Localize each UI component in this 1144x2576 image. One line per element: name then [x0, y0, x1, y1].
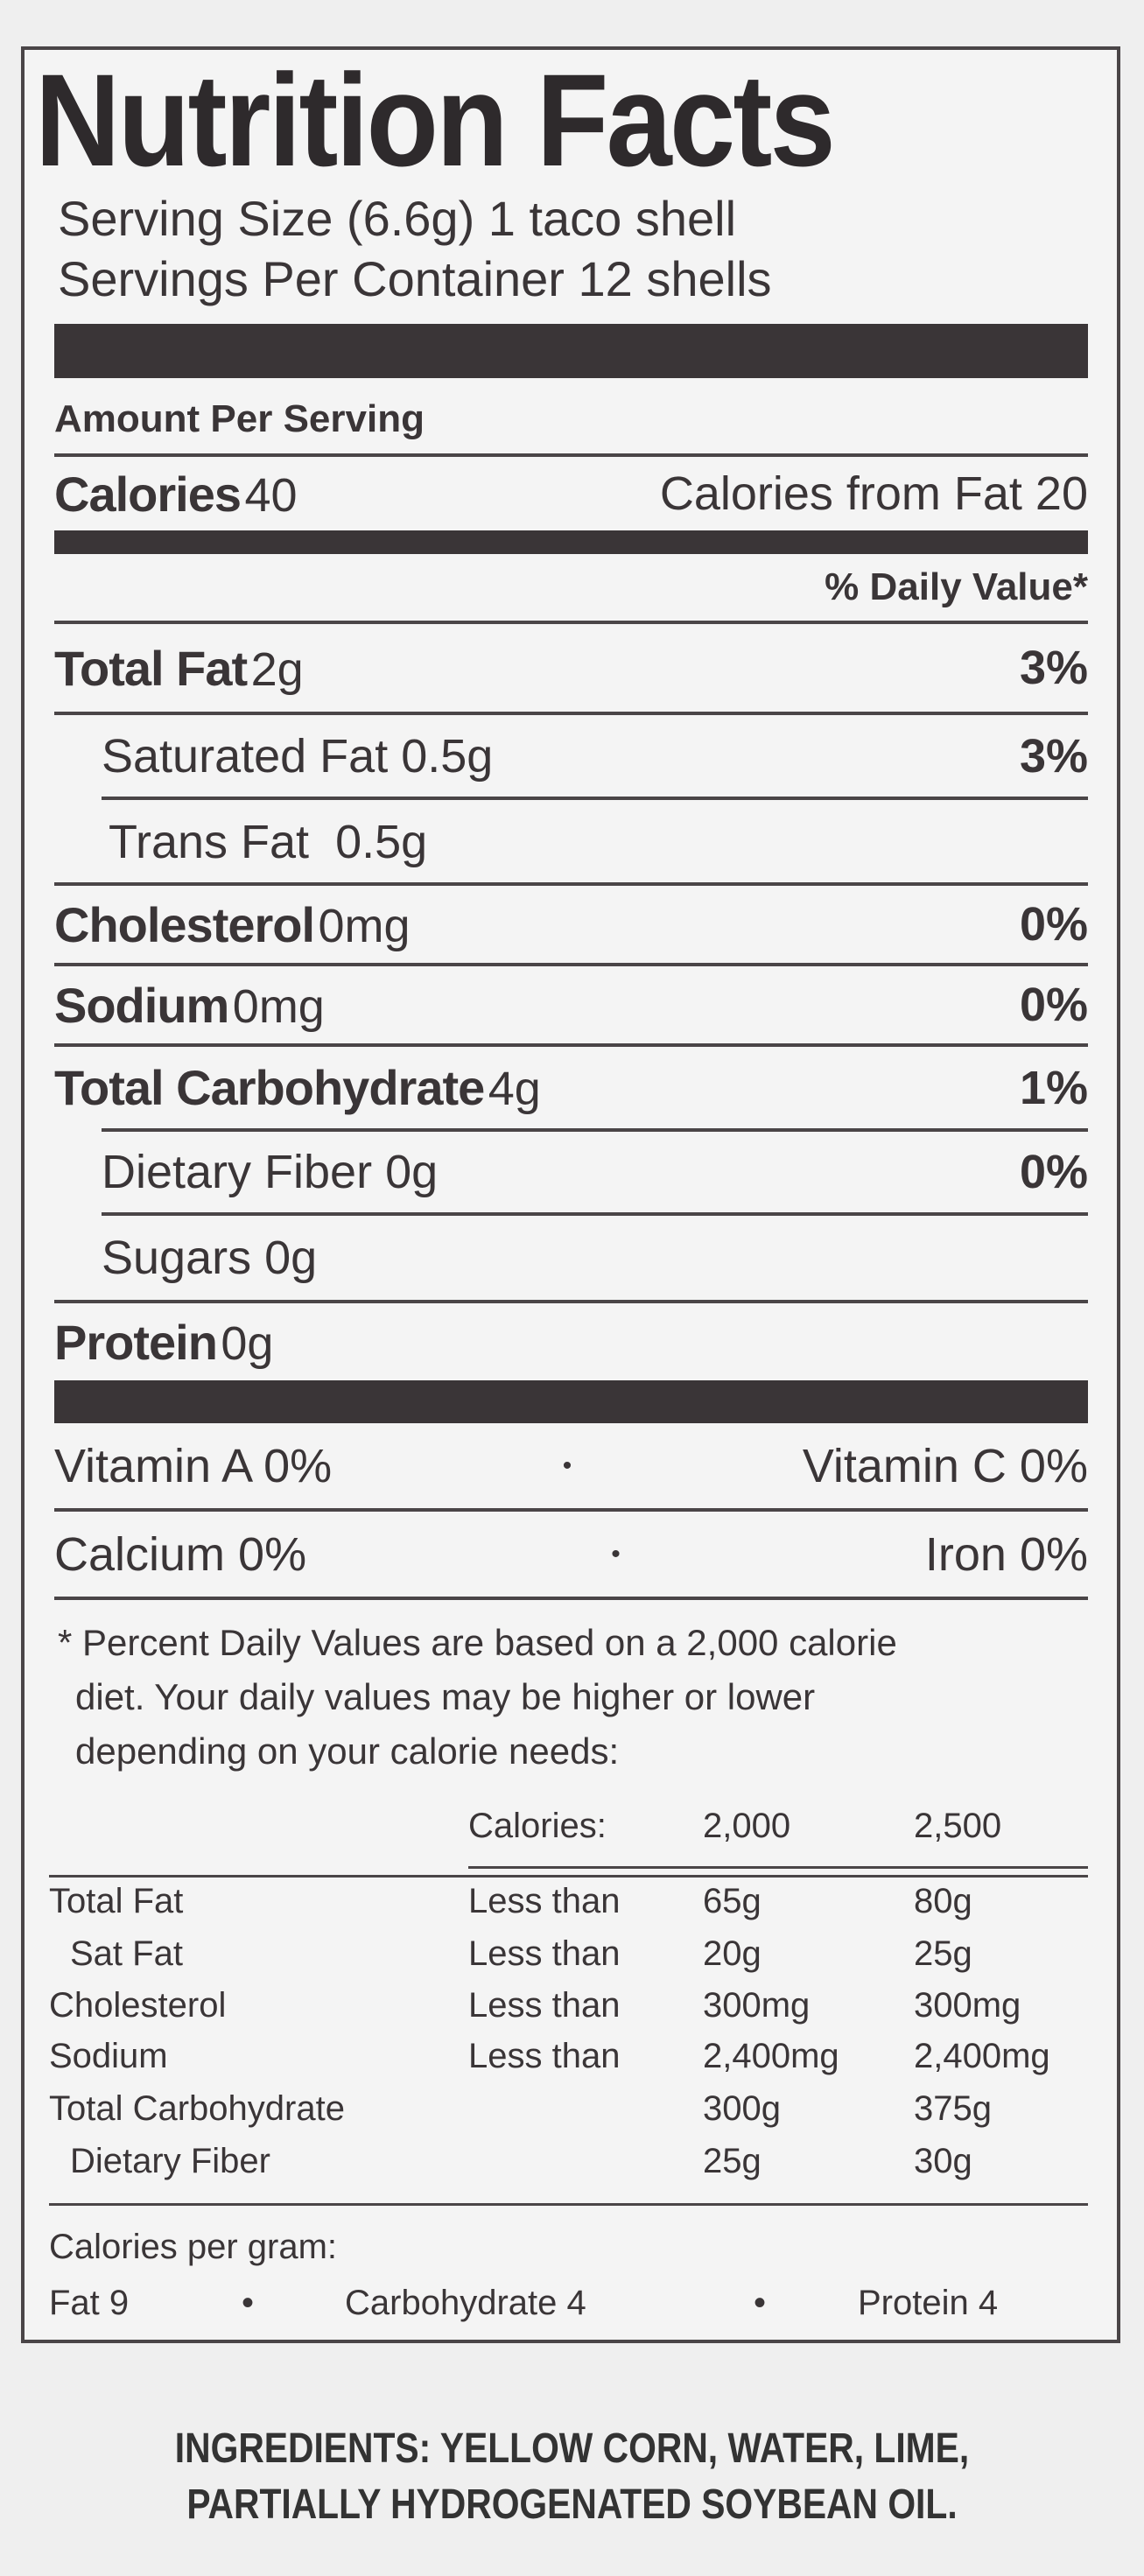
nutrient-name: Saturated Fat — [102, 729, 389, 783]
table-cell: Less than — [468, 1882, 621, 1920]
calories-per-gram-label: Calories per gram: — [49, 2228, 338, 2266]
vitamin-c: Vitamin C 0% — [802, 1439, 1088, 1492]
divider — [54, 1300, 1088, 1303]
table-cell: Cholesterol — [49, 1986, 227, 2025]
table-cell: 375g — [914, 2089, 992, 2128]
nutrient-row: Saturated Fat 0.5g 3% — [102, 715, 1088, 800]
nutrient-row: Cholesterol 0mg 0% — [54, 886, 1088, 966]
table-cell: Sat Fat — [70, 1934, 183, 1973]
nutrient-name: Sugars — [102, 1232, 252, 1284]
nutrition-label — [21, 46, 1120, 2343]
nutrient-amount: 0mg — [318, 899, 411, 952]
nutrient-dv: 3% — [1019, 642, 1088, 694]
table-cell: 25g — [703, 2142, 761, 2180]
table-cell: 300mg — [703, 1986, 811, 2025]
table-cell: Sodium — [49, 2037, 168, 2075]
table-cell: 20g — [703, 1934, 761, 1973]
vitamin-a: Vitamin A 0% — [54, 1439, 333, 1492]
table-cell: Less than — [468, 2037, 621, 2075]
table-header: 2,000 — [703, 1807, 791, 1845]
daily-value-header-row: % Daily Value* — [54, 554, 1088, 624]
nutrient-amount: 0.5g — [335, 816, 428, 868]
calories-row: Calories 40 Calories from Fat 20 — [54, 457, 1088, 530]
nutrient-row: Total Carbohydrate 4g 1% — [54, 1047, 1088, 1128]
nutrient-amount: 0mg — [232, 979, 325, 1033]
nutrient-row: Dietary Fiber 0g 0% — [102, 1128, 1088, 1216]
table-cell: Less than — [468, 1934, 621, 1973]
bullet: • — [611, 1539, 621, 1569]
calories-from-fat: Calories from Fat 20 — [659, 467, 1088, 520]
footnote: * Percent Daily Values are based on a 2,… — [58, 1616, 1091, 1779]
divider — [468, 1866, 1088, 1869]
table-cell: Less than — [468, 1986, 621, 2025]
nutrient-name: Trans Fat — [109, 816, 310, 868]
nutrient-amount: 2g — [250, 642, 304, 696]
table-cell: 300mg — [914, 1986, 1021, 2025]
calcium: Calcium 0% — [54, 1527, 307, 1581]
nutrient-amount: 0.5g — [401, 729, 494, 783]
nutrient-amount: 0g — [385, 1146, 439, 1198]
table-cell: Total Fat — [49, 1882, 184, 1920]
ingredients-line: PARTIALLY HYDROGENATED SOYBEAN OIL. — [186, 2481, 958, 2528]
table-cell: 300g — [703, 2089, 781, 2128]
table-header: Calories: — [468, 1807, 607, 1845]
calories-per-gram-carb: Carbohydrate 4 — [345, 2284, 586, 2322]
nutrient-dv: 0% — [1019, 1146, 1088, 1198]
footnote-line: depending on your calorie needs: — [75, 1730, 620, 1772]
table-cell: 80g — [914, 1882, 972, 1920]
nutrient-name: Dietary Fiber — [102, 1146, 373, 1198]
calories-per-gram-fat: Fat 9 — [49, 2284, 130, 2322]
nutrient-amount: 0g — [221, 1316, 274, 1370]
divider — [54, 882, 1088, 886]
nutrient-row: Total Fat 2g 3% — [54, 624, 1088, 715]
table-cell: 25g — [914, 1934, 972, 1973]
bullet: • — [754, 2284, 767, 2322]
nutrient-amount: 4g — [488, 1063, 541, 1115]
table-cell: 65g — [703, 1882, 761, 1920]
iron: Iron 0% — [924, 1527, 1088, 1581]
serving-size: Serving Size (6.6g) 1 taco shell — [58, 191, 737, 246]
nutrient-name: Total Carbohydrate — [54, 1060, 485, 1115]
divider — [49, 2203, 1088, 2206]
calories-value: 40 — [244, 468, 298, 522]
table-cell: 30g — [914, 2142, 972, 2180]
ingredients-line: INGREDIENTS: YELLOW CORN, WATER, LIME, — [174, 2425, 970, 2472]
amount-per-serving-row: Amount Per Serving — [54, 385, 1088, 457]
vitamin-row: Calcium 0% • Iron 0% — [54, 1512, 1088, 1600]
nutrient-dv: 1% — [1019, 1061, 1088, 1114]
nutrient-name: Protein — [54, 1314, 218, 1370]
nutrient-name: Cholesterol — [54, 896, 315, 952]
medium-divider — [54, 530, 1088, 554]
divider — [49, 1875, 1088, 1878]
nutrient-dv: 0% — [1019, 898, 1088, 951]
vitamin-row: Vitamin A 0% • Vitamin C 0% — [54, 1423, 1088, 1512]
nutrient-row: Protein 0g — [54, 1303, 1088, 1380]
label-title: Nutrition Facts — [35, 46, 836, 193]
calories-per-gram-protein: Protein 4 — [858, 2284, 999, 2322]
nutrient-row: Trans Fat 0.5g — [102, 800, 1088, 884]
thick-divider — [54, 324, 1088, 378]
nutrient-dv: 0% — [1019, 979, 1088, 1031]
table-cell: 2,400mg — [914, 2037, 1050, 2075]
servings-per-container: Servings Per Container 12 shells — [58, 251, 772, 306]
table-cell: Dietary Fiber — [70, 2142, 270, 2180]
nutrient-name: Sodium — [54, 977, 229, 1033]
table-header: 2,500 — [914, 1807, 1002, 1845]
nutrient-row: Sugars 0g — [102, 1216, 1088, 1300]
table-cell: 2,400mg — [703, 2037, 839, 2075]
nutrient-row: Sodium 0mg 0% — [54, 966, 1088, 1047]
nutrient-amount: 0g — [264, 1232, 318, 1284]
table-cell: Total Carbohydrate — [49, 2089, 345, 2128]
ingredients: INGREDIENTS: YELLOW CORN, WATER, LIME, P… — [86, 2421, 1058, 2533]
footnote-line: * Percent Daily Values are based on a 2,… — [58, 1622, 897, 1663]
calories-label: Calories — [54, 466, 242, 522]
footnote-line: diet. Your daily values may be higher or… — [75, 1676, 816, 1717]
daily-value-header: % Daily Value* — [825, 565, 1088, 608]
bullet: • — [242, 2284, 255, 2322]
bullet: • — [562, 1450, 572, 1480]
amount-per-serving: Amount Per Serving — [54, 397, 425, 440]
thick-divider — [54, 1380, 1088, 1423]
nutrient-dv: 3% — [1019, 729, 1088, 783]
nutrient-name: Total Fat — [54, 640, 248, 696]
